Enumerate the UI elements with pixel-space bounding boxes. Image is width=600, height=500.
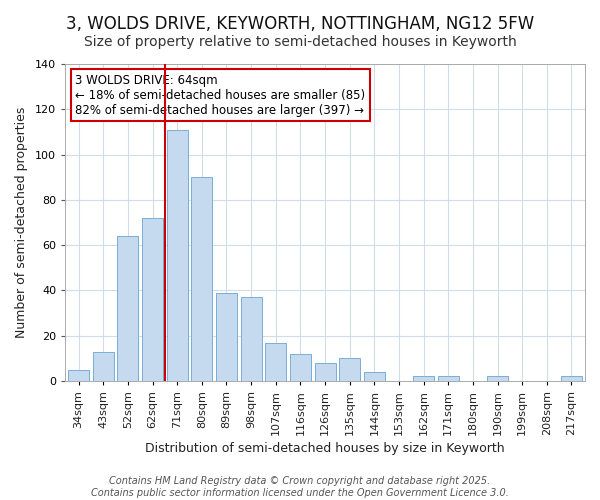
Bar: [364, 372, 385, 381]
Bar: [191, 177, 212, 381]
Bar: [142, 218, 163, 381]
Bar: [413, 376, 434, 381]
Bar: [561, 376, 582, 381]
Bar: [290, 354, 311, 381]
Bar: [241, 297, 262, 381]
Bar: [167, 130, 188, 381]
Bar: [216, 292, 237, 381]
Text: 3, WOLDS DRIVE, KEYWORTH, NOTTINGHAM, NG12 5FW: 3, WOLDS DRIVE, KEYWORTH, NOTTINGHAM, NG…: [66, 15, 534, 33]
Bar: [438, 376, 459, 381]
Text: Size of property relative to semi-detached houses in Keyworth: Size of property relative to semi-detach…: [83, 35, 517, 49]
Bar: [314, 363, 335, 381]
Bar: [93, 352, 114, 381]
Bar: [265, 342, 286, 381]
Bar: [487, 376, 508, 381]
Bar: [118, 236, 139, 381]
Bar: [68, 370, 89, 381]
X-axis label: Distribution of semi-detached houses by size in Keyworth: Distribution of semi-detached houses by …: [145, 442, 505, 455]
Y-axis label: Number of semi-detached properties: Number of semi-detached properties: [15, 107, 28, 338]
Text: Contains HM Land Registry data © Crown copyright and database right 2025.
Contai: Contains HM Land Registry data © Crown c…: [91, 476, 509, 498]
Text: 3 WOLDS DRIVE: 64sqm
← 18% of semi-detached houses are smaller (85)
82% of semi-: 3 WOLDS DRIVE: 64sqm ← 18% of semi-detac…: [76, 74, 365, 116]
Bar: [339, 358, 360, 381]
